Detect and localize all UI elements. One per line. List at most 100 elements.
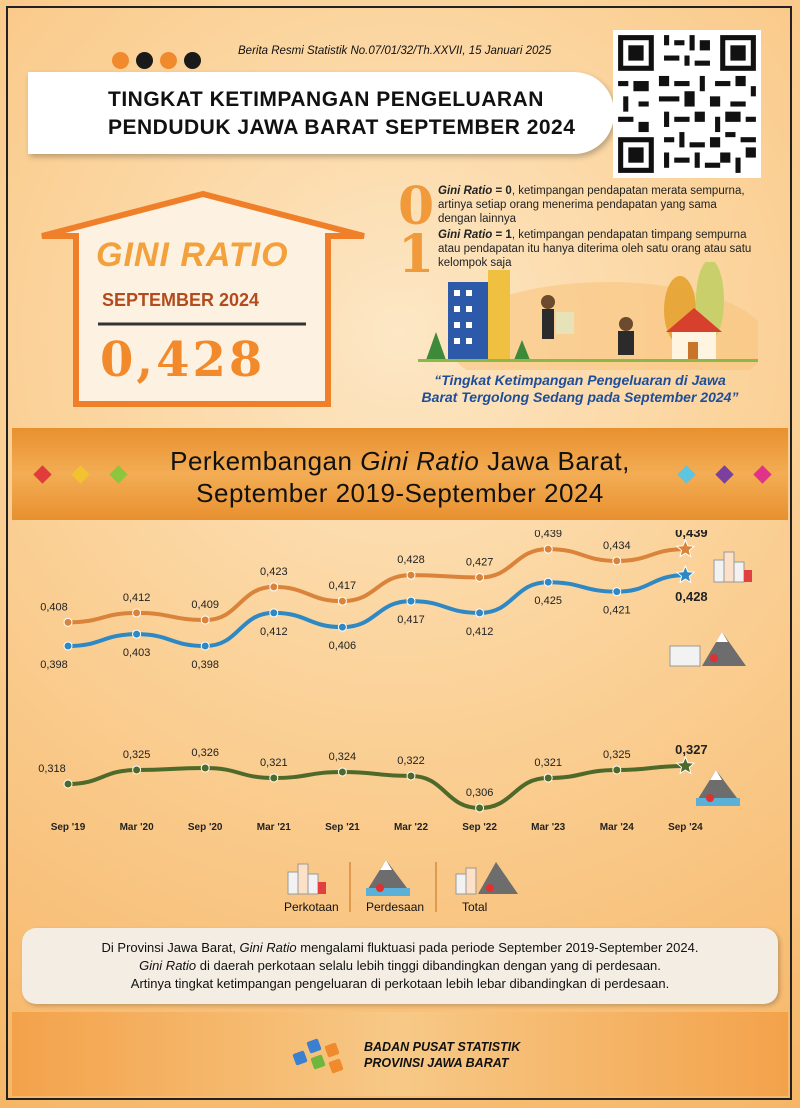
gini-ratio-period: SEPTEMBER 2024 (102, 290, 260, 310)
summary-line-2: Gini Ratio di daerah perkotaan selalu le… (22, 958, 778, 973)
house-icon (41, 190, 365, 407)
chart-title-post: Jawa Barat, (479, 446, 630, 476)
definition-one-text: , ketimpangan pendapatan timpang sempurn… (438, 229, 752, 269)
gini-ratio-value: 0,428 (100, 332, 266, 388)
data-label-total: 0,398 (191, 659, 219, 671)
data-point-total (612, 587, 622, 597)
data-label-total: 0,417 (397, 614, 425, 626)
data-label-perdesaan: 0,321 (534, 757, 562, 769)
star-marker-icon (675, 755, 696, 775)
data-point-perkotaan (337, 596, 347, 606)
data-label-perdesaan: 0,327 (675, 742, 708, 757)
data-point-total (132, 629, 142, 639)
data-label-perkotaan: 0,439 (675, 530, 708, 540)
data-label-total: 0,412 (260, 626, 288, 638)
data-label-perdesaan: 0,324 (329, 751, 357, 763)
data-point-total (63, 641, 73, 651)
chart-title-line-2: September 2019-September 2024 (196, 478, 604, 508)
data-label-total: 0,425 (534, 595, 562, 607)
end-icons (669, 551, 752, 806)
title-line-2: PENDUDUK JAWA BARAT SEPTEMBER 2024 (108, 116, 576, 139)
series-layer (63, 538, 696, 813)
x-tick-label: Mar '21 (257, 822, 292, 833)
definition-zero-eq: = 0 (492, 185, 512, 197)
data-label-perkotaan: 0,434 (603, 540, 631, 552)
definition-zero: Gini Ratio = 0, ketimpangan pendapatan m… (438, 184, 756, 226)
data-point-perdesaan (337, 767, 347, 777)
org-name-line-2: PROVINSI JAWA BARAT (364, 1056, 509, 1070)
x-tick-label: Mar '23 (531, 822, 566, 833)
data-label-total: 0,428 (675, 589, 708, 604)
data-point-perkotaan (475, 572, 485, 582)
data-point-perdesaan (475, 803, 485, 813)
data-label-perdesaan: 0,322 (397, 755, 425, 767)
data-point-total (269, 608, 279, 618)
data-label-perkotaan: 0,409 (191, 599, 219, 611)
data-point-perkotaan (543, 544, 553, 554)
series-line-perkotaan (66, 547, 688, 625)
qr-code-icon[interactable] (613, 30, 761, 178)
data-point-perdesaan (406, 771, 416, 781)
data-label-perkotaan: 0,423 (260, 566, 288, 578)
data-point-total (337, 622, 347, 632)
data-point-perkotaan (612, 556, 622, 566)
definition-one: Gini Ratio = 1, ketimpangan pendapatan t… (438, 228, 756, 270)
data-label-perdesaan: 0,321 (260, 757, 288, 769)
data-point-perdesaan (200, 763, 210, 773)
gini-ratio-label: GINI RATIO (96, 236, 289, 274)
data-label-perkotaan: 0,427 (466, 556, 494, 568)
legend-perkotaan-icon (287, 863, 326, 895)
data-point-total (406, 596, 416, 606)
chart-title-band (12, 428, 788, 520)
data-point-perdesaan (543, 773, 553, 783)
summary-line-1-post: mengalami fluktuasi pada periode Septemb… (296, 940, 699, 955)
dot-1 (112, 52, 129, 69)
summary-line-2-italic: Gini Ratio (139, 958, 197, 973)
data-point-perdesaan (612, 765, 622, 775)
data-label-perdesaan: 0,306 (466, 787, 494, 799)
data-label-total: 0,398 (40, 659, 68, 671)
dot-2 (136, 52, 153, 69)
x-tick-label: Mar '24 (600, 822, 635, 833)
summary-line-1: Di Provinsi Jawa Barat, Gini Ratio menga… (22, 940, 778, 955)
data-point-total (543, 577, 553, 587)
data-label-perdesaan: 0,318 (38, 763, 66, 775)
bps-logo-icon (292, 1038, 344, 1074)
data-label-total: 0,406 (329, 640, 357, 652)
data-label-perkotaan: 0,408 (40, 601, 68, 613)
x-tick-label: Sep '20 (188, 822, 223, 833)
data-point-perdesaan (132, 765, 142, 775)
legend-label-perkotaan: Perkotaan (284, 900, 339, 914)
digit-zero: 0 (398, 176, 435, 237)
city-village-illustration (418, 262, 758, 370)
x-tick-label: Sep '19 (51, 822, 86, 833)
star-marker-icon (675, 564, 696, 584)
series-line-total (66, 573, 688, 649)
data-label-perkotaan: 0,417 (329, 580, 357, 592)
dot-3 (160, 52, 177, 69)
village-mountain-icon (669, 632, 746, 667)
dot-4 (184, 52, 201, 69)
data-label-perdesaan: 0,326 (191, 747, 219, 759)
data-label-perdesaan: 0,325 (603, 749, 631, 761)
definition-zero-term: Gini Ratio (438, 185, 493, 197)
series-line-perdesaan (66, 764, 688, 811)
star-marker-icon (675, 538, 696, 558)
definition-one-term: Gini Ratio (438, 229, 493, 241)
chart-title-pre: Perkembangan (170, 446, 361, 476)
data-point-perkotaan (406, 570, 416, 580)
digit-one: 1 (398, 224, 435, 285)
label-layer: 0,408 0,412 0,409 0,423 0,417 0,428 0,427 0,439… (38, 530, 707, 799)
legend-perdesaan-icon (366, 860, 410, 896)
data-point-perkotaan (200, 615, 210, 625)
title-line-1: TINGKAT KETIMPANGAN PENGELUARAN (108, 88, 544, 111)
data-point-perkotaan (269, 582, 279, 592)
footer (12, 1012, 788, 1096)
definition-one-eq: = 1 (492, 229, 512, 241)
chart-title-italic: Gini Ratio (360, 446, 480, 476)
data-label-perkotaan: 0,412 (123, 592, 151, 604)
data-point-perkotaan (63, 617, 73, 627)
chart-legend (287, 860, 518, 912)
data-label-perdesaan: 0,325 (123, 749, 151, 761)
